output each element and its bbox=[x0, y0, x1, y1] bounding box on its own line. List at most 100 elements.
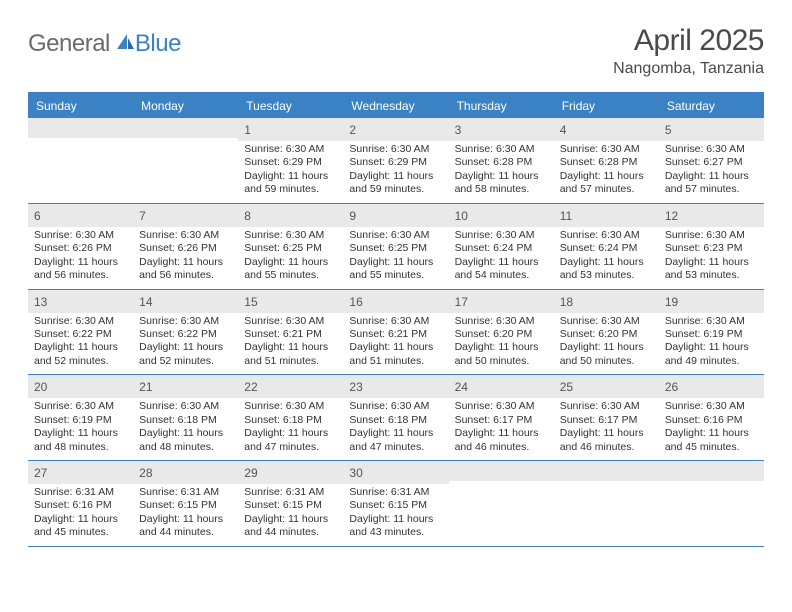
sunset-line: Sunset: 6:16 PM bbox=[665, 414, 758, 427]
day-number: 16 bbox=[349, 295, 362, 309]
daylight-label: Daylight: bbox=[34, 341, 75, 353]
calendar-cell: 30Sunrise: 6:31 AMSunset: 6:15 PMDayligh… bbox=[343, 461, 448, 546]
daylight-line: Daylight: 11 hours and 54 minutes. bbox=[455, 256, 548, 283]
sunset-value: 6:18 PM bbox=[283, 414, 322, 426]
daylight-label: Daylight: bbox=[244, 256, 285, 268]
sail-icon bbox=[114, 31, 136, 58]
sunrise-value: 6:30 AM bbox=[601, 315, 640, 327]
calendar-cell: 15Sunrise: 6:30 AMSunset: 6:21 PMDayligh… bbox=[238, 290, 343, 375]
sunset-label: Sunset: bbox=[560, 328, 596, 340]
daylight-label: Daylight: bbox=[560, 170, 601, 182]
day-of-week-header: Friday bbox=[554, 94, 659, 118]
daylight-label: Daylight: bbox=[455, 341, 496, 353]
sunrise-value: 6:30 AM bbox=[391, 400, 430, 412]
sunset-value: 6:15 PM bbox=[388, 499, 427, 511]
sunrise-value: 6:30 AM bbox=[75, 315, 114, 327]
daylight-line: Daylight: 11 hours and 49 minutes. bbox=[665, 341, 758, 368]
day-number-row bbox=[554, 461, 659, 481]
sunset-line: Sunset: 6:25 PM bbox=[349, 242, 442, 255]
sunrise-line: Sunrise: 6:30 AM bbox=[34, 229, 127, 242]
sunrise-value: 6:30 AM bbox=[601, 400, 640, 412]
sunrise-label: Sunrise: bbox=[349, 486, 388, 498]
sunrise-label: Sunrise: bbox=[244, 486, 283, 498]
sunset-value: 6:17 PM bbox=[598, 414, 637, 426]
daylight-label: Daylight: bbox=[34, 427, 75, 439]
sunset-label: Sunset: bbox=[665, 156, 701, 168]
day-number-row: 5 bbox=[659, 118, 764, 141]
calendar: SundayMondayTuesdayWednesdayThursdayFrid… bbox=[28, 92, 764, 547]
sunrise-line: Sunrise: 6:30 AM bbox=[455, 229, 548, 242]
daylight-label: Daylight: bbox=[139, 256, 180, 268]
sunrise-label: Sunrise: bbox=[34, 229, 73, 241]
sunrise-value: 6:30 AM bbox=[601, 229, 640, 241]
sunset-line: Sunset: 6:17 PM bbox=[560, 414, 653, 427]
sunset-value: 6:16 PM bbox=[703, 414, 742, 426]
calendar-cell: 12Sunrise: 6:30 AMSunset: 6:23 PMDayligh… bbox=[659, 204, 764, 289]
sunrise-line: Sunrise: 6:31 AM bbox=[349, 486, 442, 499]
day-number: 2 bbox=[349, 123, 356, 137]
day-details: Sunrise: 6:30 AMSunset: 6:19 PMDaylight:… bbox=[28, 398, 133, 460]
day-number-row: 18 bbox=[554, 290, 659, 313]
day-number: 5 bbox=[665, 123, 672, 137]
daylight-line: Daylight: 11 hours and 48 minutes. bbox=[34, 427, 127, 454]
sunset-label: Sunset: bbox=[349, 414, 385, 426]
day-number: 24 bbox=[455, 380, 468, 394]
day-number: 11 bbox=[560, 209, 572, 223]
calendar-cell: 13Sunrise: 6:30 AMSunset: 6:22 PMDayligh… bbox=[28, 290, 133, 375]
daylight-label: Daylight: bbox=[349, 427, 390, 439]
sunset-value: 6:19 PM bbox=[703, 328, 742, 340]
sunrise-line: Sunrise: 6:31 AM bbox=[139, 486, 232, 499]
day-number: 15 bbox=[244, 295, 257, 309]
sunset-value: 6:29 PM bbox=[283, 156, 322, 168]
day-details: Sunrise: 6:30 AMSunset: 6:28 PMDaylight:… bbox=[449, 141, 554, 203]
sunset-value: 6:26 PM bbox=[178, 242, 217, 254]
day-of-week-header: Tuesday bbox=[238, 94, 343, 118]
sunset-label: Sunset: bbox=[455, 414, 491, 426]
sunset-label: Sunset: bbox=[34, 242, 70, 254]
sunset-value: 6:15 PM bbox=[178, 499, 217, 511]
sunrise-line: Sunrise: 6:30 AM bbox=[139, 229, 232, 242]
day-number-row: 10 bbox=[449, 204, 554, 227]
sunrise-line: Sunrise: 6:30 AM bbox=[34, 315, 127, 328]
sunset-label: Sunset: bbox=[349, 242, 385, 254]
sunrise-value: 6:31 AM bbox=[75, 486, 114, 498]
sunrise-label: Sunrise: bbox=[455, 229, 494, 241]
day-of-week-header: Sunday bbox=[28, 94, 133, 118]
calendar-cell: 1Sunrise: 6:30 AMSunset: 6:29 PMDaylight… bbox=[238, 118, 343, 203]
calendar-cell: 5Sunrise: 6:30 AMSunset: 6:27 PMDaylight… bbox=[659, 118, 764, 203]
daylight-line: Daylight: 11 hours and 51 minutes. bbox=[244, 341, 337, 368]
sunrise-line: Sunrise: 6:30 AM bbox=[349, 400, 442, 413]
weeks-container: 1Sunrise: 6:30 AMSunset: 6:29 PMDaylight… bbox=[28, 118, 764, 547]
day-details: Sunrise: 6:30 AMSunset: 6:22 PMDaylight:… bbox=[28, 313, 133, 375]
day-number: 30 bbox=[349, 466, 362, 480]
sunset-line: Sunset: 6:20 PM bbox=[560, 328, 653, 341]
daylight-label: Daylight: bbox=[665, 427, 706, 439]
calendar-cell: 24Sunrise: 6:30 AMSunset: 6:17 PMDayligh… bbox=[449, 375, 554, 460]
sunrise-value: 6:30 AM bbox=[286, 143, 325, 155]
daylight-label: Daylight: bbox=[244, 170, 285, 182]
day-number-row: 12 bbox=[659, 204, 764, 227]
calendar-cell: 29Sunrise: 6:31 AMSunset: 6:15 PMDayligh… bbox=[238, 461, 343, 546]
daylight-label: Daylight: bbox=[455, 170, 496, 182]
sunset-line: Sunset: 6:17 PM bbox=[455, 414, 548, 427]
sunrise-label: Sunrise: bbox=[349, 400, 388, 412]
calendar-cell: 27Sunrise: 6:31 AMSunset: 6:16 PMDayligh… bbox=[28, 461, 133, 546]
sunset-value: 6:24 PM bbox=[493, 242, 532, 254]
day-number: 25 bbox=[560, 380, 573, 394]
day-details: Sunrise: 6:30 AMSunset: 6:29 PMDaylight:… bbox=[238, 141, 343, 203]
day-details: Sunrise: 6:31 AMSunset: 6:15 PMDaylight:… bbox=[238, 484, 343, 546]
calendar-cell bbox=[554, 461, 659, 546]
sunset-value: 6:15 PM bbox=[283, 499, 322, 511]
calendar-cell: 10Sunrise: 6:30 AMSunset: 6:24 PMDayligh… bbox=[449, 204, 554, 289]
day-number-row: 30 bbox=[343, 461, 448, 484]
sunrise-line: Sunrise: 6:30 AM bbox=[665, 315, 758, 328]
daylight-line: Daylight: 11 hours and 53 minutes. bbox=[560, 256, 653, 283]
day-number: 14 bbox=[139, 295, 152, 309]
sunrise-label: Sunrise: bbox=[665, 143, 704, 155]
daylight-line: Daylight: 11 hours and 50 minutes. bbox=[560, 341, 653, 368]
day-number-row: 22 bbox=[238, 375, 343, 398]
sunrise-label: Sunrise: bbox=[244, 229, 283, 241]
sunrise-line: Sunrise: 6:30 AM bbox=[34, 400, 127, 413]
sunrise-value: 6:30 AM bbox=[391, 315, 430, 327]
sunset-value: 6:22 PM bbox=[73, 328, 112, 340]
